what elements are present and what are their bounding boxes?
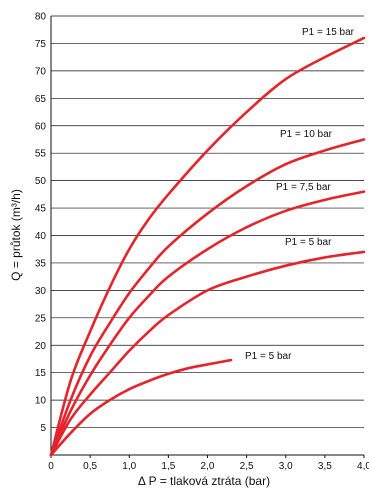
x-tick-label: 1,0 [122, 461, 136, 472]
y-tick-labels: 5 10 15 20 25 30 35 40 45 50 55 60 65 70 75 80 [35, 12, 47, 435]
x-tick-label: 3,5 [318, 461, 332, 472]
curve-label: P1 = 7,5 bar [276, 182, 331, 193]
series-line-2 [49, 190, 366, 457]
series-line-0 [49, 36, 366, 457]
y-tick-label: 30 [35, 286, 47, 297]
y-tick-label: 15 [35, 368, 47, 379]
x-tick-label: 2,5 [240, 461, 254, 472]
curve-label: P1 = 10 bar [280, 129, 333, 140]
curve-label: P1 = 5 bar [285, 237, 332, 248]
series-line-4 [49, 358, 233, 457]
curve-labels: P1 = 15 bar P1 = 10 bar P1 = 7,5 bar P1 = 5… [245, 27, 355, 362]
y-axis-label: Q = průtok (m³/h) [9, 189, 23, 281]
y-tick-label: 20 [35, 341, 47, 352]
y-tick-label: 5 [40, 423, 46, 434]
x-tick-label: 0 [48, 461, 54, 472]
y-tick-label: 10 [35, 396, 47, 407]
y-tick-label: 75 [35, 39, 47, 50]
y-tick-label: 55 [35, 149, 47, 160]
series-lines [49, 36, 366, 457]
grid-lines [51, 15, 364, 428]
curve-label: P1 = 15 bar [302, 27, 355, 38]
y-tick-label: 60 [35, 121, 47, 132]
x-tick-label: 0,5 [83, 461, 97, 472]
y-tick-label: 65 [35, 94, 47, 105]
series-line-1 [49, 138, 366, 457]
x-tick-labels: 0 0,5 1,0 1,5 2,0 2,5 3,0 3,5 4,0 [48, 455, 369, 472]
y-tick-label: 35 [35, 258, 47, 269]
x-tick-label: 1,5 [161, 461, 175, 472]
curve-label: P1 = 5 bar [245, 351, 292, 362]
x-tick-label: 4,0 [357, 461, 369, 472]
series-line-3 [49, 250, 366, 457]
y-tick-label: 25 [35, 313, 47, 324]
x-tick-label: 2,0 [201, 461, 215, 472]
y-tick-label: 80 [35, 12, 47, 23]
y-tick-label: 70 [35, 66, 47, 77]
x-tick-label: 3,0 [279, 461, 293, 472]
y-tick-label: 50 [35, 176, 47, 187]
x-axis-label: Δ P = tlaková ztráta (bar) [138, 474, 270, 488]
y-tick-label: 40 [35, 231, 47, 242]
y-tick-label: 45 [35, 204, 47, 215]
